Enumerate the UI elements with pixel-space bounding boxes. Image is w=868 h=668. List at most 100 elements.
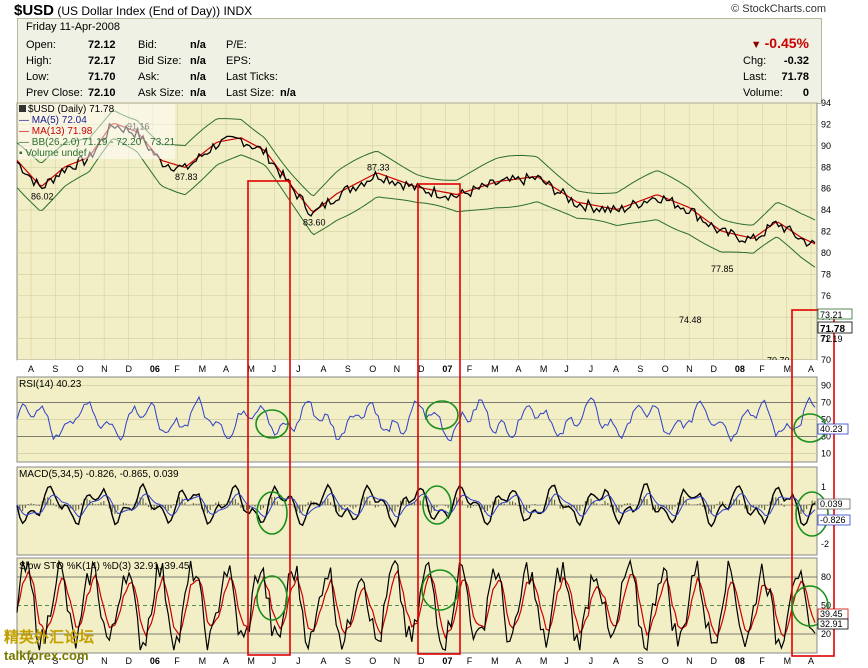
sto-tick-label: 80 [821, 572, 831, 582]
last-size-value: n/a [280, 87, 296, 99]
x-tick-label-bottom: F [467, 656, 473, 666]
green-circle-macd-2 [422, 485, 452, 525]
x-tick-label-bottom: A [808, 656, 814, 666]
x-tick-label: D [126, 364, 133, 374]
green-circle-rsi-1 [255, 409, 289, 439]
price-tick-label: 80 [821, 248, 831, 258]
x-tick-label-bottom: D [711, 656, 718, 666]
x-tick-label-bottom: N [101, 656, 108, 666]
symbol: $USD [14, 2, 55, 19]
chart-title: $USD (US Dollar Index (End of Day)) INDX [14, 2, 252, 19]
sto-tick-label: 20 [821, 629, 831, 639]
macd-signal-line [16, 492, 816, 518]
x-tick-label: M [491, 364, 499, 374]
low-value: 71.70 [88, 71, 116, 83]
chg-label: Chg: [743, 55, 767, 67]
bid-size-value: n/a [190, 55, 206, 67]
price-tick-label: 82 [821, 227, 831, 237]
x-tick-label: D [418, 364, 425, 374]
last-price-value: 71.78 [820, 324, 845, 335]
price-tick-label: 86 [821, 184, 831, 194]
green-circle-macd-1 [256, 491, 288, 535]
price-right-labels: 73.21 71.78 71.19 [817, 308, 853, 344]
sto-k-last-value: 32.91 [820, 619, 843, 629]
x-tick-label: S [52, 364, 58, 374]
red-highlight-box-3 [791, 309, 835, 657]
date-axis-bottom: A S O N D 06 F M A M J J A S O N D 07 F M A M J J A S O N D 08 F M A [28, 656, 814, 666]
red-highlight-box-2 [417, 183, 461, 655]
ask-value: n/a [190, 71, 206, 83]
ask-size-value: n/a [190, 87, 206, 99]
price-annotation-label: 86.02 [31, 191, 54, 201]
x-tick-label: O [662, 364, 669, 374]
x-tick-label-bottom: F [174, 656, 180, 666]
x-tick-label-bottom: N [686, 656, 693, 666]
x-tick-label: A [808, 364, 814, 374]
x-tick-label-bottom: M [491, 656, 499, 666]
high-label: High: [26, 55, 52, 67]
ask-size-label: Ask Size: [138, 87, 184, 99]
price-tick-label: 84 [821, 205, 831, 215]
date-axis: A S O N D 06 F M A M J J A S O N D 07 F M A M J J A S O N D 08 F M A [28, 364, 814, 374]
bb-upper-value: 73.21 [820, 310, 843, 320]
x-tick-label: A [28, 364, 34, 374]
x-tick-label-bottom: D [418, 656, 425, 666]
x-tick-label-bottom: F [759, 656, 765, 666]
x-tick-label: O [369, 364, 376, 374]
x-tick-label: J [272, 364, 277, 374]
bid-size-label: Bid Size: [138, 55, 182, 67]
x-tick-label: A [321, 364, 327, 374]
price-annotation-label: 74.48 [679, 315, 702, 325]
green-circle-rsi-2 [425, 400, 459, 430]
x-tick-label-bottom: J [589, 656, 594, 666]
x-tick-label-bottom: S [637, 656, 643, 666]
x-tick-label: N [101, 364, 108, 374]
sto-label: Slow STO %K(14) %D(3) 32.91, 39.45 [19, 561, 190, 572]
green-circle-sto-3 [791, 585, 829, 627]
watermark-logo: 精英外汇论坛 [4, 629, 95, 646]
x-tick-label-bottom: 06 [150, 656, 160, 666]
x-tick-label-bottom: M [247, 656, 255, 666]
price-tick-label: 94 [821, 98, 831, 108]
rsi-tick-label: 50 [821, 415, 831, 425]
x-tick-label: J [564, 364, 569, 374]
x-tick-label: A [223, 364, 229, 374]
price-tick-label: 78 [821, 269, 831, 279]
chg-value: -0.32 [783, 55, 809, 67]
x-tick-label: S [345, 364, 351, 374]
x-tick-label: M [247, 364, 255, 374]
x-tick-label: S [637, 364, 643, 374]
rsi-tick-label: 30 [821, 432, 831, 442]
bid-label: Bid: [138, 39, 157, 51]
x-tick-label: A [613, 364, 619, 374]
x-tick-label-bottom: M [199, 656, 207, 666]
price-annotation-label: 87.83 [175, 172, 198, 182]
legend-main: $USD (Daily) 71.78 [19, 104, 175, 115]
price-annotation-label: 87.33 [367, 162, 390, 172]
last-value: 71.78 [781, 71, 809, 83]
sto-grid: 80 50 20 [17, 572, 831, 639]
legend-ma13: — MA(13) 71.98 [19, 126, 93, 137]
bb-lower-value: 71.19 [820, 334, 843, 344]
legend-ma5: — MA(5) 72.04 [19, 115, 87, 126]
rsi-line [16, 395, 816, 443]
price-annotation-label: 83.60 [303, 217, 326, 227]
sto-k-line [16, 558, 816, 652]
rsi-last-value: 40.23 [820, 424, 843, 434]
rsi-label: RSI(14) 40.23 [19, 379, 82, 390]
exchange: INDX [223, 4, 253, 18]
x-tick-label: F [759, 364, 765, 374]
volume-label: Volume: [743, 87, 783, 99]
green-circle-macd-3 [795, 491, 829, 537]
indicator-right-labels: 40.23 0.039 -0.826 39.45 32.91 [817, 423, 851, 630]
x-tick-label: 08 [735, 364, 745, 374]
price-tick-label: 70 [821, 355, 831, 365]
red-highlight-box-1 [247, 180, 291, 656]
open-value: 72.12 [88, 39, 116, 51]
quote-date: Friday 11-Apr-2008 [26, 21, 120, 33]
green-circle-sto-2 [421, 569, 459, 611]
x-tick-label: J [296, 364, 301, 374]
legend-bb: — BB(26,2.0) 71.19 - 72.20 - 73.21 [19, 137, 176, 148]
green-circle-sto-1 [256, 575, 288, 621]
